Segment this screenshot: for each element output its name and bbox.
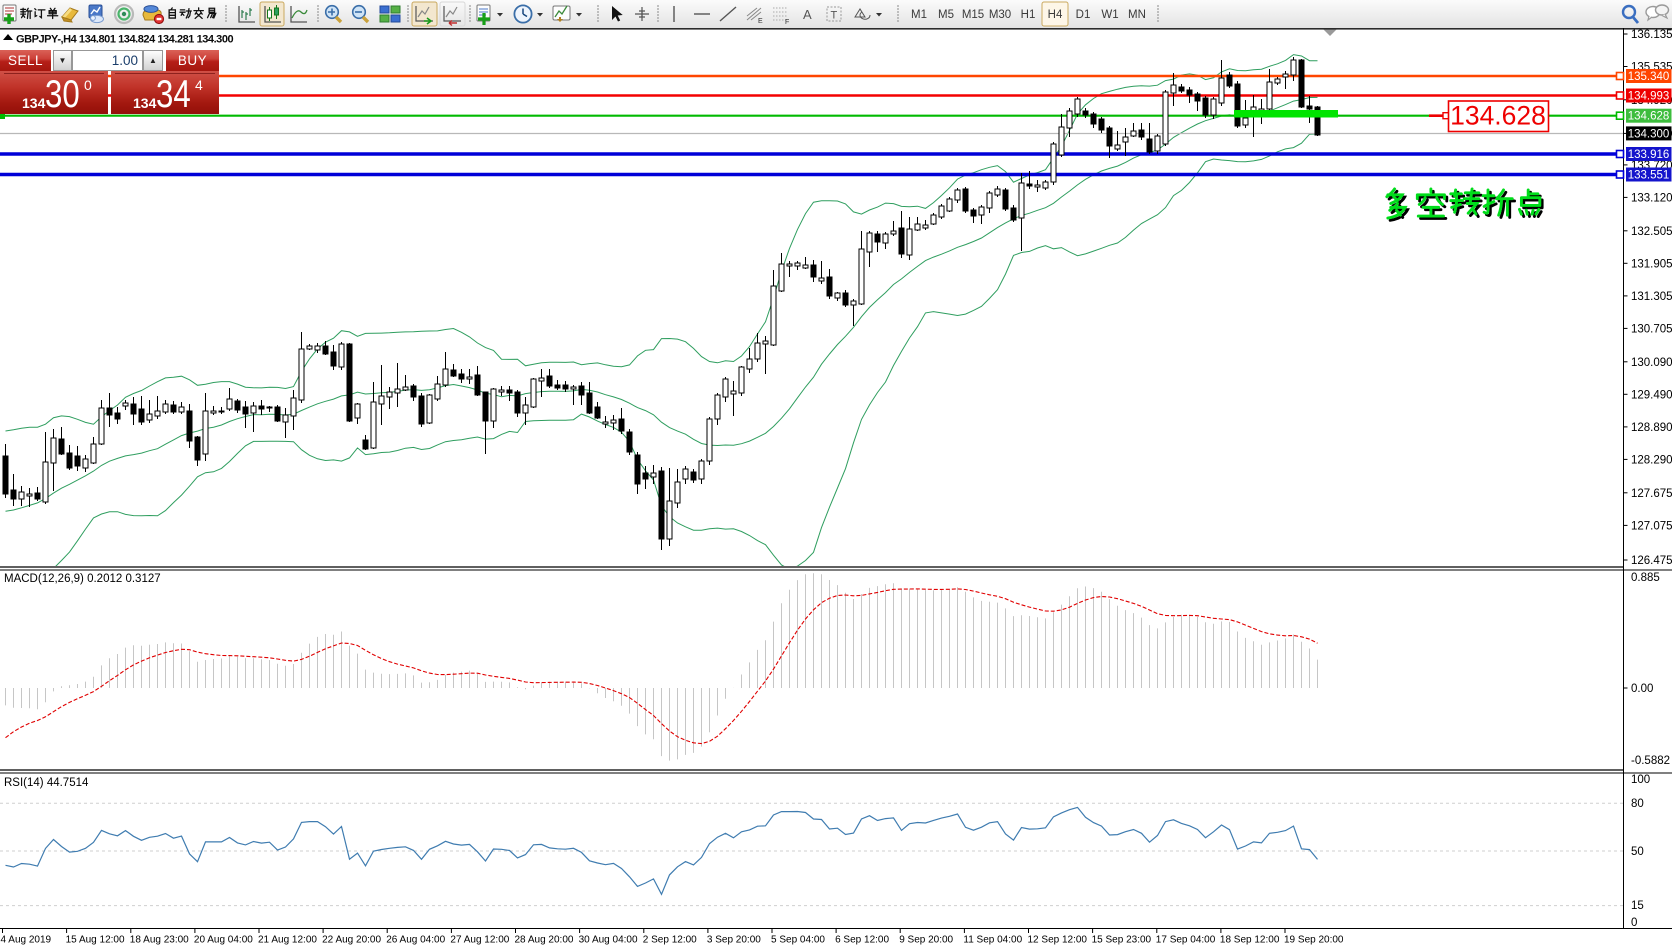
- svg-text:133.120: 133.120: [1631, 192, 1672, 204]
- svg-text:0: 0: [1631, 917, 1637, 929]
- svg-text:15: 15: [1631, 900, 1644, 912]
- svg-text:100: 100: [1631, 774, 1650, 786]
- svg-text:132.505: 132.505: [1631, 226, 1672, 238]
- svg-text:50: 50: [1631, 846, 1644, 858]
- svg-text:0.885: 0.885: [1631, 572, 1660, 584]
- svg-text:M30: M30: [989, 9, 1011, 21]
- svg-text:18 Aug 23:00: 18 Aug 23:00: [130, 935, 189, 946]
- svg-text:M15: M15: [962, 9, 984, 21]
- svg-text:28 Aug 20:00: 28 Aug 20:00: [515, 935, 574, 946]
- svg-text:26 Aug 04:00: 26 Aug 04:00: [386, 935, 445, 946]
- svg-text:133.916: 133.916: [1628, 149, 1670, 161]
- svg-text:130.705: 130.705: [1631, 323, 1672, 335]
- svg-text:134.628: 134.628: [1450, 101, 1546, 131]
- svg-text:127.675: 127.675: [1631, 488, 1672, 500]
- svg-text:3 Sep 20:00: 3 Sep 20:00: [707, 935, 761, 946]
- svg-text:135.340: 135.340: [1628, 71, 1670, 83]
- svg-text:T: T: [831, 10, 838, 22]
- svg-text:RSI(14) 44.7514: RSI(14) 44.7514: [4, 777, 89, 789]
- svg-text:18 Sep 12:00: 18 Sep 12:00: [1220, 935, 1280, 946]
- svg-text:128.290: 128.290: [1631, 454, 1672, 466]
- svg-text:27 Aug 12:00: 27 Aug 12:00: [450, 935, 509, 946]
- svg-text:E: E: [758, 18, 763, 25]
- svg-text:19 Sep 20:00: 19 Sep 20:00: [1284, 935, 1344, 946]
- svg-text:4 Aug 2019: 4 Aug 2019: [1, 935, 52, 946]
- svg-text:5 Sep 04:00: 5 Sep 04:00: [771, 935, 825, 946]
- svg-text:12 Sep 12:00: 12 Sep 12:00: [1028, 935, 1088, 946]
- svg-text:15 Aug 12:00: 15 Aug 12:00: [66, 935, 125, 946]
- svg-text:131.905: 131.905: [1631, 258, 1672, 270]
- svg-text:30 Aug 04:00: 30 Aug 04:00: [579, 935, 638, 946]
- svg-text:9 Sep 20:00: 9 Sep 20:00: [899, 935, 953, 946]
- svg-text:6 Sep 12:00: 6 Sep 12:00: [835, 935, 889, 946]
- svg-text:MN: MN: [1128, 9, 1146, 21]
- svg-text:20 Aug 04:00: 20 Aug 04:00: [194, 935, 253, 946]
- svg-text:15 Sep 23:00: 15 Sep 23:00: [1092, 935, 1152, 946]
- svg-text:22 Aug 20:00: 22 Aug 20:00: [322, 935, 381, 946]
- svg-text:M1: M1: [911, 9, 927, 21]
- svg-text:W1: W1: [1101, 9, 1118, 21]
- svg-text:H1: H1: [1021, 9, 1036, 21]
- svg-text:133.551: 133.551: [1628, 170, 1670, 182]
- svg-text:126.475: 126.475: [1631, 555, 1672, 567]
- svg-text:21 Aug 12:00: 21 Aug 12:00: [258, 935, 317, 946]
- svg-text:17 Sep 04:00: 17 Sep 04:00: [1156, 935, 1216, 946]
- svg-text:80: 80: [1631, 798, 1644, 810]
- svg-text:11 Sep 04:00: 11 Sep 04:00: [963, 935, 1022, 946]
- svg-text:H4: H4: [1048, 9, 1063, 21]
- svg-text:136.135: 136.135: [1631, 29, 1672, 41]
- svg-text:130.090: 130.090: [1631, 357, 1672, 369]
- svg-text:134.993: 134.993: [1628, 91, 1670, 103]
- svg-text:A: A: [803, 7, 812, 22]
- svg-text:F: F: [785, 19, 789, 26]
- svg-text:0.00: 0.00: [1631, 683, 1653, 695]
- svg-text:134.300: 134.300: [1628, 128, 1670, 140]
- svg-text:2 Sep 12:00: 2 Sep 12:00: [643, 935, 697, 946]
- svg-text:129.490: 129.490: [1631, 389, 1672, 401]
- svg-text:127.075: 127.075: [1631, 520, 1672, 532]
- svg-text:MACD(12,26,9) 0.2012 0.3127: MACD(12,26,9) 0.2012 0.3127: [4, 573, 161, 585]
- svg-text:131.305: 131.305: [1631, 291, 1672, 303]
- svg-text:-0.5882: -0.5882: [1631, 755, 1670, 767]
- svg-text:128.890: 128.890: [1631, 422, 1672, 434]
- svg-text:GBPJPY-,H4 134.801 134.824 13: GBPJPY-,H4 134.801 134.824 134.281 134.3…: [16, 34, 234, 46]
- svg-text:M5: M5: [938, 9, 954, 21]
- svg-text:134.628: 134.628: [1628, 111, 1670, 123]
- svg-text:D1: D1: [1076, 9, 1091, 21]
